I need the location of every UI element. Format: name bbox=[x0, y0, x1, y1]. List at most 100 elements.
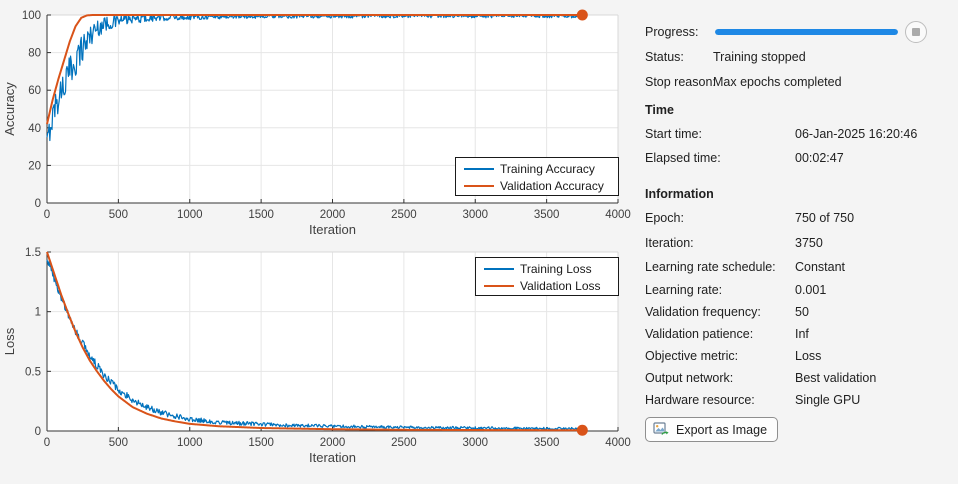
status-value: Training stopped bbox=[713, 50, 806, 64]
learning-rate-label: Learning rate: bbox=[645, 283, 723, 297]
svg-text:Loss: Loss bbox=[2, 327, 17, 355]
svg-text:3500: 3500 bbox=[534, 209, 560, 221]
legend-label: Training Loss bbox=[520, 261, 592, 276]
elapsed-time-value: 00:02:47 bbox=[795, 151, 844, 165]
svg-text:20: 20 bbox=[28, 160, 41, 172]
learning-rate-value: 0.001 bbox=[795, 283, 827, 297]
lr-schedule-value: Constant bbox=[795, 260, 846, 274]
svg-text:Accuracy: Accuracy bbox=[2, 82, 17, 136]
svg-text:500: 500 bbox=[109, 437, 128, 449]
svg-text:1500: 1500 bbox=[248, 209, 274, 221]
svg-text:0: 0 bbox=[35, 198, 41, 210]
information-section-header: Information bbox=[632, 187, 958, 204]
svg-text:4000: 4000 bbox=[605, 437, 631, 449]
svg-text:0: 0 bbox=[44, 209, 50, 221]
start-time-value: 06-Jan-2025 16:20:46 bbox=[795, 127, 918, 141]
svg-text:4000: 4000 bbox=[605, 209, 631, 221]
stop-reason-row: Stop reason: Max epochs completed bbox=[632, 75, 958, 92]
svg-text:1: 1 bbox=[35, 307, 41, 319]
output-network-label: Output network: bbox=[645, 371, 734, 385]
validation-frequency-label: Validation frequency: bbox=[645, 305, 761, 319]
objective-metric-label: Objective metric: bbox=[645, 349, 739, 363]
elapsed-time-row: Elapsed time: 00:02:47 bbox=[632, 151, 958, 168]
export-as-image-button[interactable]: Export as Image bbox=[645, 417, 779, 442]
lr-schedule-row: Learning rate schedule: Constant bbox=[632, 260, 958, 277]
svg-text:0: 0 bbox=[35, 426, 41, 438]
objective-metric-value: Loss bbox=[795, 349, 822, 363]
svg-text:500: 500 bbox=[109, 209, 128, 221]
training-info-panel: Progress: Status: Training stopped Stop … bbox=[632, 0, 958, 484]
legend-entry-validation-accuracy: Validation Accuracy bbox=[464, 177, 612, 194]
information-header: Information bbox=[645, 187, 714, 201]
stop-reason-label: Stop reason: bbox=[645, 75, 716, 89]
svg-text:Iteration: Iteration bbox=[309, 450, 356, 465]
progress-label: Progress: bbox=[645, 25, 699, 39]
loss-legend: Training Loss Validation Loss bbox=[475, 257, 619, 296]
svg-text:0.5: 0.5 bbox=[25, 366, 41, 378]
progress-bar-fill bbox=[715, 29, 898, 35]
objective-metric-row: Objective metric: Loss bbox=[632, 349, 958, 366]
legend-entry-validation-loss: Validation Loss bbox=[484, 277, 612, 294]
elapsed-time-label: Elapsed time: bbox=[645, 151, 721, 165]
accuracy-legend: Training Accuracy Validation Accuracy bbox=[455, 157, 619, 196]
validation-accuracy-line-swatch bbox=[464, 184, 494, 187]
validation-patience-label: Validation patience: bbox=[645, 327, 754, 341]
export-image-icon bbox=[653, 421, 669, 435]
stop-button[interactable] bbox=[905, 21, 927, 43]
output-network-value: Best validation bbox=[795, 371, 877, 385]
time-section-header: Time bbox=[632, 103, 958, 120]
iteration-label: Iteration: bbox=[645, 236, 694, 250]
output-network-row: Output network: Best validation bbox=[632, 371, 958, 388]
hardware-resource-value: Single GPU bbox=[795, 393, 861, 407]
svg-text:3000: 3000 bbox=[462, 437, 488, 449]
iteration-row: Iteration: 3750 bbox=[632, 236, 958, 253]
legend-label: Validation Loss bbox=[520, 278, 601, 293]
stop-reason-value: Max epochs completed bbox=[713, 75, 842, 89]
epoch-row: Epoch: 750 of 750 bbox=[632, 211, 958, 228]
validation-patience-value: Inf bbox=[795, 327, 809, 341]
validation-patience-row: Validation patience: Inf bbox=[632, 327, 958, 344]
svg-text:80: 80 bbox=[28, 48, 41, 60]
svg-text:0: 0 bbox=[44, 437, 50, 449]
start-time-label: Start time: bbox=[645, 127, 702, 141]
svg-text:3000: 3000 bbox=[462, 209, 488, 221]
lr-schedule-label: Learning rate schedule: bbox=[645, 260, 776, 274]
svg-text:3500: 3500 bbox=[534, 437, 560, 449]
legend-label: Validation Accuracy bbox=[500, 178, 604, 193]
learning-rate-row: Learning rate: 0.001 bbox=[632, 283, 958, 300]
start-time-row: Start time: 06-Jan-2025 16:20:46 bbox=[632, 127, 958, 144]
accuracy-chart: 0 500 1000 1500 2000 2500 3000 3500 4000 0 20 40 60 8… bbox=[2, 9, 631, 237]
hardware-resource-label: Hardware resource: bbox=[645, 393, 755, 407]
svg-text:1000: 1000 bbox=[177, 209, 203, 221]
hardware-resource-row: Hardware resource: Single GPU bbox=[632, 393, 958, 410]
svg-text:1000: 1000 bbox=[177, 437, 203, 449]
status-row: Status: Training stopped bbox=[632, 50, 958, 67]
validation-frequency-value: 50 bbox=[795, 305, 809, 319]
svg-text:60: 60 bbox=[28, 85, 41, 97]
svg-text:2000: 2000 bbox=[320, 209, 346, 221]
stop-icon bbox=[912, 28, 920, 36]
svg-text:2500: 2500 bbox=[391, 437, 417, 449]
svg-text:1500: 1500 bbox=[248, 437, 274, 449]
training-accuracy-line-swatch bbox=[464, 167, 494, 170]
svg-text:40: 40 bbox=[28, 123, 41, 135]
svg-text:2500: 2500 bbox=[391, 209, 417, 221]
legend-label: Training Accuracy bbox=[500, 161, 595, 176]
validation-frequency-row: Validation frequency: 50 bbox=[632, 305, 958, 322]
status-label: Status: bbox=[645, 50, 684, 64]
legend-entry-training-loss: Training Loss bbox=[484, 260, 612, 277]
progress-bar bbox=[715, 29, 898, 35]
epoch-value: 750 of 750 bbox=[795, 211, 855, 225]
epoch-label: Epoch: bbox=[645, 211, 684, 225]
validation-loss-line-swatch bbox=[484, 284, 514, 287]
svg-text:1.5: 1.5 bbox=[25, 247, 41, 259]
progress-row: Progress: bbox=[632, 25, 958, 42]
training-loss-line-swatch bbox=[484, 267, 514, 270]
iteration-value: 3750 bbox=[795, 236, 823, 250]
svg-text:Iteration: Iteration bbox=[309, 222, 356, 237]
export-button-label: Export as Image bbox=[676, 422, 768, 437]
time-header: Time bbox=[645, 103, 674, 117]
svg-text:100: 100 bbox=[22, 10, 41, 22]
svg-text:2000: 2000 bbox=[320, 437, 346, 449]
